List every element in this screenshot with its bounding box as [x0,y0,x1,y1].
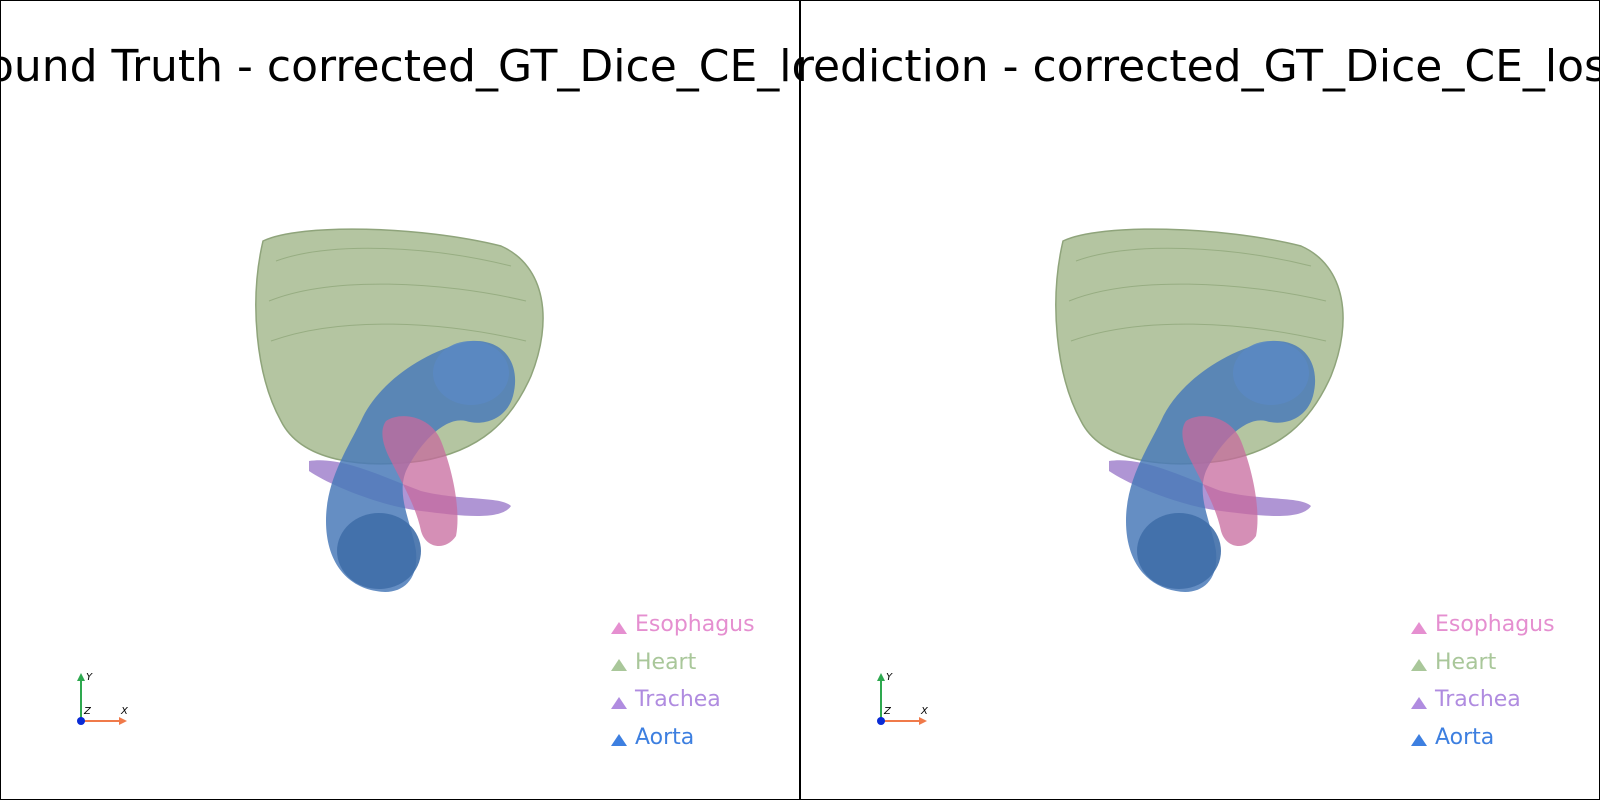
legend-label: Aorta [635,724,695,750]
legend-item-heart: Heart [611,644,755,682]
triangle-marker-icon [1411,621,1427,634]
triangle-marker-icon [611,734,627,747]
legend-item-trachea: Trachea [611,681,755,719]
legend-label: Heart [635,649,697,675]
legend: Esophagus Heart Trachea Aorta [1411,606,1555,756]
legend-item-esophagus: Esophagus [1411,606,1555,644]
legend-label: Heart [1435,649,1497,675]
triangle-marker-icon [611,621,627,634]
axis-z-label: Z [83,706,92,717]
triangle-marker-icon [1411,734,1427,747]
organ-render[interactable] [801,1,1599,799]
esophagus-mesh [1182,416,1258,547]
legend-label: Esophagus [635,612,755,638]
orientation-axes-icon: Y Z X [877,672,929,725]
axis-x-label: X [120,706,129,717]
panel-title: Ground Truth - corrected_GT_Dice_CE_loss [1,41,799,92]
organ-render[interactable] [1,1,799,799]
triangle-marker-icon [1411,659,1427,672]
orientation-axes-icon: Y Z X [77,672,129,725]
triangle-marker-icon [611,696,627,709]
axis-x-label: X [920,706,929,717]
triangle-marker-icon [1411,696,1427,709]
legend-label: Trachea [635,687,721,713]
axis-y-label: Y [886,672,893,683]
legend-label: Trachea [1435,687,1521,713]
legend-item-trachea: Trachea [1411,681,1555,719]
triangle-marker-icon [611,659,627,672]
prediction-panel[interactable]: Prediction - corrected_GT_Dice_CE_loss [800,0,1600,800]
ground-truth-panel[interactable]: Ground Truth - corrected_GT_Dice_CE_loss [0,0,800,800]
legend-label: Aorta [1435,724,1495,750]
legend-label: Esophagus [1435,612,1555,638]
axis-y-label: Y [86,672,93,683]
esophagus-mesh [382,416,458,547]
aorta-mesh [326,340,516,592]
legend-item-aorta: Aorta [611,719,755,757]
legend-item-esophagus: Esophagus [611,606,755,644]
aorta-mesh [1126,340,1316,592]
legend-item-heart: Heart [1411,644,1555,682]
panel-title: Prediction - corrected_GT_Dice_CE_loss [800,41,1600,92]
legend-item-aorta: Aorta [1411,719,1555,757]
axis-z-label: Z [883,706,892,717]
legend: Esophagus Heart Trachea Aorta [611,606,755,756]
